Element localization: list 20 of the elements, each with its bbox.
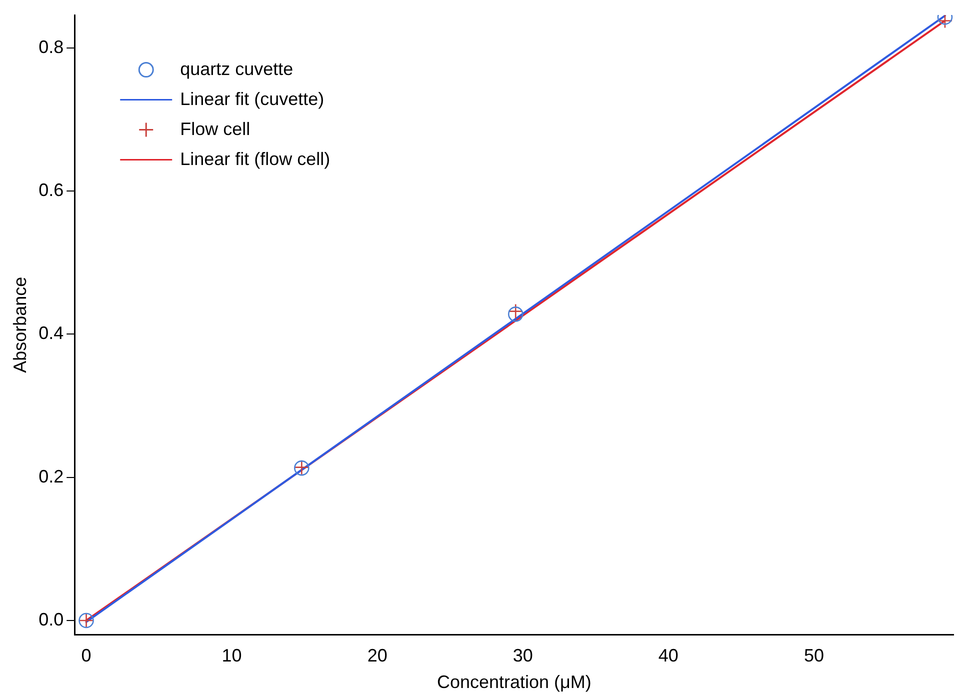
y-tick-label: 0.6 <box>38 180 64 200</box>
x-tick-label: 40 <box>658 646 678 666</box>
y-tick-label: 0.2 <box>38 466 64 486</box>
x-tick-label: 10 <box>222 646 242 666</box>
x-tick-label: 30 <box>512 646 533 666</box>
legend-label: quartz cuvette <box>180 58 294 79</box>
y-tick-label: 0.4 <box>38 323 64 344</box>
point <box>508 304 524 319</box>
x-tick-label: 20 <box>367 646 388 666</box>
legend-label: Linear fit (cuvette) <box>180 88 324 109</box>
point <box>508 306 524 322</box>
point <box>937 15 953 28</box>
legend-label: Linear fit (flow cell) <box>180 148 330 169</box>
y-tick-label: 0.8 <box>38 36 64 57</box>
legend-label: Flow cell <box>180 118 250 139</box>
x-tick-label: 0 <box>81 646 92 666</box>
x-tick-label: 50 <box>804 646 824 666</box>
y-axis-title: Absorbance <box>10 276 30 373</box>
y-tick-label: 0.0 <box>38 609 64 630</box>
x-axis-title: Concentration (μM) <box>436 672 592 692</box>
